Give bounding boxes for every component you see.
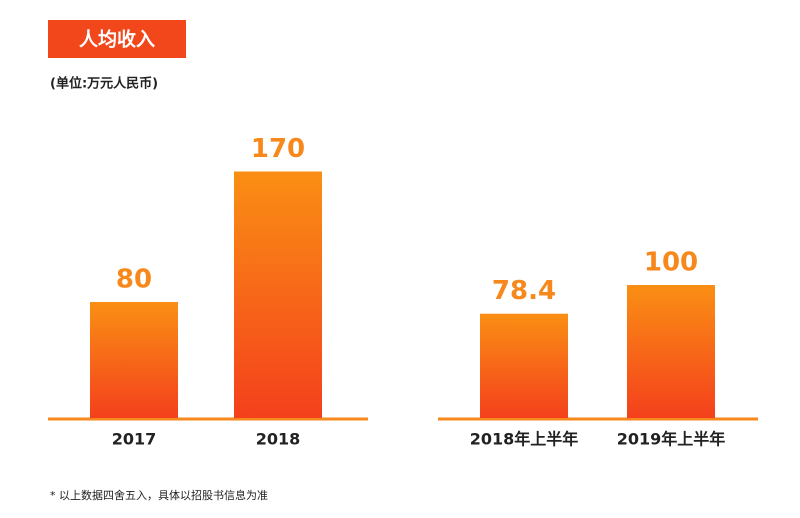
x-tick-label: 2018年上半年	[470, 430, 579, 449]
value-label: 170	[251, 134, 305, 164]
value-label: 100	[644, 248, 698, 278]
x-tick-label: 2017	[112, 430, 157, 449]
bar	[90, 302, 178, 418]
value-label: 78.4	[492, 276, 556, 306]
bar	[480, 313, 568, 418]
value-label: 80	[116, 265, 152, 295]
bar	[627, 285, 715, 418]
subtitle: (单位:万元人民币)	[50, 76, 158, 92]
title: 人均收入	[79, 28, 155, 51]
x-tick-label: 2019年上半年	[617, 430, 726, 449]
title-box	[48, 20, 186, 58]
footnote: * 以上数据四舍五入，具体以招股书信息为准	[50, 488, 268, 502]
x-tick-label: 2018	[256, 430, 301, 449]
bar	[234, 171, 322, 418]
